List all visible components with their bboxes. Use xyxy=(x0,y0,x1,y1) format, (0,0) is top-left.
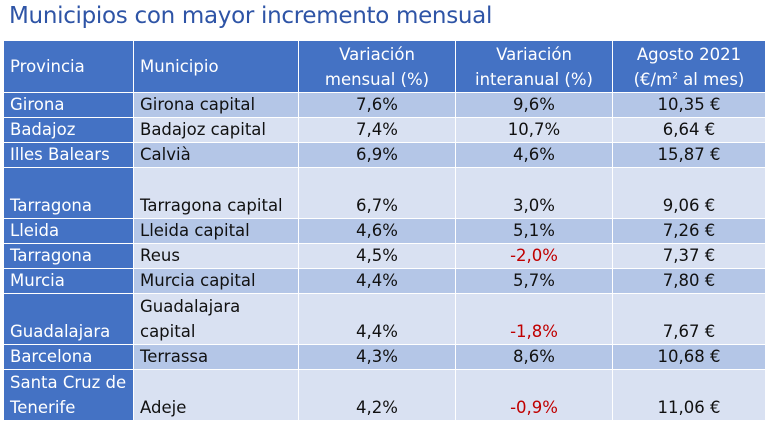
header-line: al mes) xyxy=(677,69,745,89)
cell-mensual: 6,7% xyxy=(298,167,456,219)
cell-precio: 9,06 € xyxy=(612,167,766,219)
header-line: interanual (%) xyxy=(475,69,593,89)
table-row: Murcia Murcia capital 4,4% 5,7% 7,80 € xyxy=(3,268,766,294)
table-row: Illes Balears Calvià 6,9% 4,6% 15,87 € xyxy=(3,142,766,168)
col-header-municipio: Municipio xyxy=(133,40,299,93)
header-line: (€/m xyxy=(633,69,673,89)
header-row: Provincia Municipio Variación mensual (%… xyxy=(3,40,766,93)
cell-precio: 7,37 € xyxy=(612,243,766,269)
header-line: Agosto 2021 xyxy=(636,44,742,64)
cell-mensual: 4,4% xyxy=(298,268,456,294)
cell-interanual: 10,7% xyxy=(455,117,613,143)
col-header-provincia: Provincia xyxy=(3,40,134,93)
cell-municipio: Tarragona capital xyxy=(133,167,299,219)
cell-provincia: Murcia xyxy=(3,268,134,294)
cell-municipio: Lleida capital xyxy=(133,218,299,244)
cell-precio: 10,35 € xyxy=(612,92,766,118)
cell-municipio: Calvià xyxy=(133,142,299,168)
cell-interanual: 5,7% xyxy=(455,268,613,294)
cell-provincia: Tarragona xyxy=(3,167,134,219)
cell-provincia: Santa Cruz de Tenerife xyxy=(3,369,134,421)
cell-mensual: 6,9% xyxy=(298,142,456,168)
header-superscript: 2 xyxy=(672,71,678,81)
cell-mensual: 4,2% xyxy=(298,369,456,421)
table-row: Guadalajara Guadalajara capital 4,4% -1,… xyxy=(3,293,766,345)
cell-precio: 10,68 € xyxy=(612,344,766,370)
cell-precio: 6,64 € xyxy=(612,117,766,143)
table-row: Girona Girona capital 7,6% 9,6% 10,35 € xyxy=(3,92,766,118)
cell-interanual: 3,0% xyxy=(455,167,613,219)
cell-provincia: Tarragona xyxy=(3,243,134,269)
table-row: Tarragona Tarragona capital 6,7% 3,0% 9,… xyxy=(3,167,766,219)
col-header-variacion-mensual: Variación mensual (%) xyxy=(298,40,456,93)
cell-provincia: Barcelona xyxy=(3,344,134,370)
table-row: Badajoz Badajoz capital 7,4% 10,7% 6,64 … xyxy=(3,117,766,143)
header-line: mensual (%) xyxy=(324,69,430,89)
table-row: Tarragona Reus 4,5% -2,0% 7,37 € xyxy=(3,243,766,269)
cell-mensual: 4,4% xyxy=(298,293,456,345)
cell-municipio: Reus xyxy=(133,243,299,269)
cell-interanual: 5,1% xyxy=(455,218,613,244)
cell-interanual: 4,6% xyxy=(455,142,613,168)
cell-provincia: Girona xyxy=(3,92,134,118)
cell-mensual: 4,3% xyxy=(298,344,456,370)
cell-municipio: Girona capital xyxy=(133,92,299,118)
cell-provincia: Illes Balears xyxy=(3,142,134,168)
col-header-agosto-2021: Agosto 2021 (€/m2 al mes) xyxy=(612,40,766,93)
table-row: Barcelona Terrassa 4,3% 8,6% 10,68 € xyxy=(3,344,766,370)
cell-precio: 15,87 € xyxy=(612,142,766,168)
cell-municipio: Badajoz capital xyxy=(133,117,299,143)
cell-municipio: Murcia capital xyxy=(133,268,299,294)
cell-mensual: 4,6% xyxy=(298,218,456,244)
cell-precio: 7,67 € xyxy=(612,293,766,345)
cell-interanual: -0,9% xyxy=(455,369,613,421)
cell-interanual: 8,6% xyxy=(455,344,613,370)
header-line: Variación xyxy=(496,44,572,64)
data-table: Provincia Municipio Variación mensual (%… xyxy=(3,40,766,421)
cell-interanual: 9,6% xyxy=(455,92,613,118)
cell-mensual: 7,4% xyxy=(298,117,456,143)
cell-interanual: -1,8% xyxy=(455,293,613,345)
page-title: Municipios con mayor incremento mensual xyxy=(9,3,493,29)
table-row: Lleida Lleida capital 4,6% 5,1% 7,26 € xyxy=(3,218,766,244)
cell-municipio: Guadalajara capital xyxy=(133,293,299,345)
cell-precio: 11,06 € xyxy=(612,369,766,421)
col-header-variacion-interanual: Variación interanual (%) xyxy=(455,40,613,93)
cell-precio: 7,26 € xyxy=(612,218,766,244)
table-row: Santa Cruz de Tenerife Adeje 4,2% -0,9% … xyxy=(3,369,766,421)
cell-municipio: Adeje xyxy=(133,369,299,421)
cell-mensual: 7,6% xyxy=(298,92,456,118)
cell-provincia: Lleida xyxy=(3,218,134,244)
cell-interanual: -2,0% xyxy=(455,243,613,269)
cell-mensual: 4,5% xyxy=(298,243,456,269)
cell-provincia: Guadalajara xyxy=(3,293,134,345)
header-line: Variación xyxy=(339,44,415,64)
cell-provincia: Badajoz xyxy=(3,117,134,143)
cell-municipio: Terrassa xyxy=(133,344,299,370)
cell-precio: 7,80 € xyxy=(612,268,766,294)
